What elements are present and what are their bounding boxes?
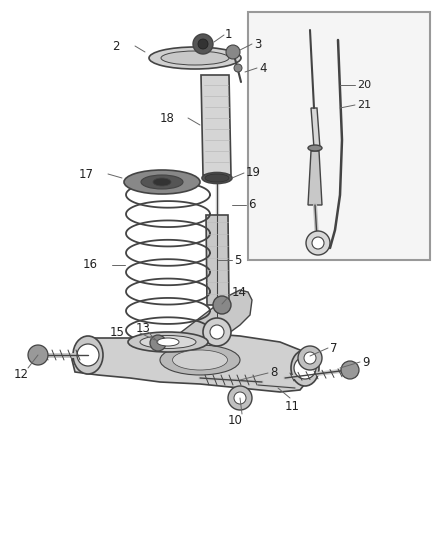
Text: 3: 3 xyxy=(254,37,261,51)
Circle shape xyxy=(234,64,242,72)
Circle shape xyxy=(226,45,240,59)
Polygon shape xyxy=(72,333,308,392)
Ellipse shape xyxy=(73,336,103,374)
Text: 19: 19 xyxy=(246,166,261,180)
Text: 15: 15 xyxy=(110,327,125,340)
Circle shape xyxy=(77,344,99,366)
Text: 20: 20 xyxy=(357,80,371,90)
Text: 21: 21 xyxy=(357,100,371,110)
Text: 17: 17 xyxy=(79,167,94,181)
Ellipse shape xyxy=(153,178,171,186)
Polygon shape xyxy=(311,108,320,148)
Ellipse shape xyxy=(291,350,319,386)
Polygon shape xyxy=(308,151,322,205)
Text: 7: 7 xyxy=(330,342,338,354)
Circle shape xyxy=(203,318,231,346)
Text: 8: 8 xyxy=(270,367,277,379)
Circle shape xyxy=(198,39,208,49)
Circle shape xyxy=(312,237,324,249)
Text: 13: 13 xyxy=(136,321,151,335)
Circle shape xyxy=(210,325,224,339)
Ellipse shape xyxy=(124,170,200,194)
Bar xyxy=(248,12,430,260)
Circle shape xyxy=(306,231,330,255)
Text: 11: 11 xyxy=(285,400,300,413)
Circle shape xyxy=(294,357,316,379)
Text: 1: 1 xyxy=(225,28,233,41)
Ellipse shape xyxy=(173,350,227,370)
Polygon shape xyxy=(180,290,252,342)
Text: 10: 10 xyxy=(228,414,243,426)
Ellipse shape xyxy=(149,47,241,69)
Text: 2: 2 xyxy=(113,39,120,52)
Ellipse shape xyxy=(205,174,229,182)
Text: 4: 4 xyxy=(259,61,266,75)
Circle shape xyxy=(228,386,252,410)
Circle shape xyxy=(234,392,246,404)
Ellipse shape xyxy=(157,338,179,346)
Circle shape xyxy=(213,296,231,314)
Ellipse shape xyxy=(141,175,183,189)
Text: 12: 12 xyxy=(14,367,29,381)
Polygon shape xyxy=(206,215,229,305)
Text: 18: 18 xyxy=(160,111,175,125)
Circle shape xyxy=(304,352,316,364)
Text: 6: 6 xyxy=(248,198,255,212)
Circle shape xyxy=(341,361,359,379)
Ellipse shape xyxy=(202,173,232,183)
Ellipse shape xyxy=(140,335,196,349)
Circle shape xyxy=(298,346,322,370)
Ellipse shape xyxy=(308,145,322,151)
Polygon shape xyxy=(201,75,231,175)
Ellipse shape xyxy=(161,51,229,65)
Circle shape xyxy=(150,335,166,351)
Circle shape xyxy=(193,34,213,54)
Text: 14: 14 xyxy=(232,287,247,300)
Ellipse shape xyxy=(128,332,208,352)
Text: 9: 9 xyxy=(362,356,370,368)
Text: 16: 16 xyxy=(83,259,98,271)
Ellipse shape xyxy=(160,345,240,375)
Circle shape xyxy=(28,345,48,365)
Text: 5: 5 xyxy=(234,254,241,266)
